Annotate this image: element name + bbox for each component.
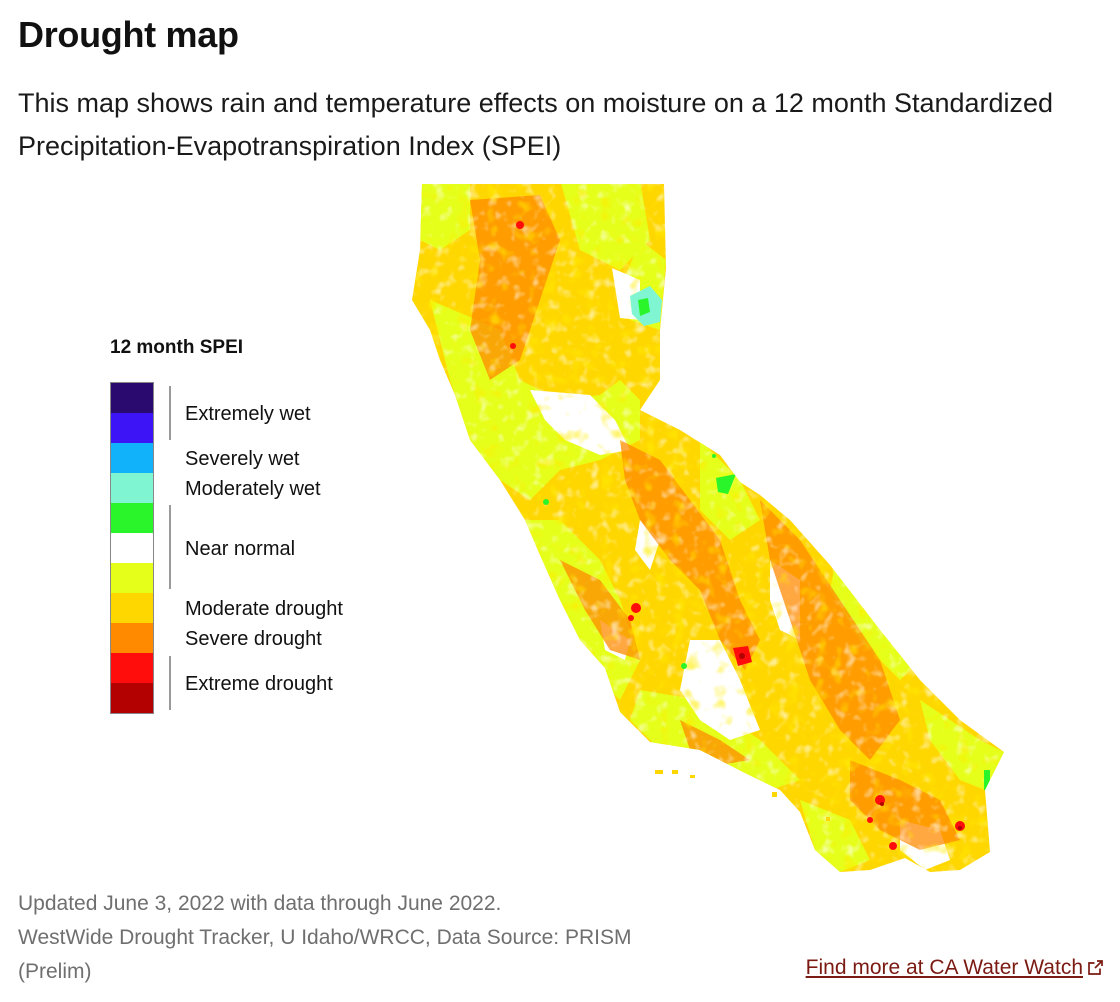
data-source-text: WestWide Drought Tracker, U Idaho/WRCC, … — [18, 926, 632, 983]
legend-label-severely-wet: Severely wet — [185, 448, 300, 470]
legend-bracket-extremely-wet — [169, 386, 171, 440]
swatch-near-normal-dry — [111, 563, 153, 593]
channel-islands — [655, 770, 830, 821]
page-title: Drought map — [18, 14, 239, 55]
external-link-icon — [1087, 958, 1104, 982]
map-description: This map shows rain and temperature effe… — [18, 88, 1054, 161]
updated-text: Updated June 3, 2022 with data through J… — [18, 892, 502, 915]
swatch-moderately-wet — [111, 473, 153, 503]
region-wet-green — [638, 298, 650, 316]
region-extreme-drought — [510, 221, 965, 850]
region-exceptional-drought — [739, 653, 962, 830]
legend-label-extremely-wet: Extremely wet — [185, 403, 311, 425]
swatch-severely-wet — [111, 443, 153, 473]
legend-title: 12 month SPEI — [110, 337, 244, 358]
legend-bracket-near-normal — [169, 505, 171, 589]
map-fill — [412, 184, 1004, 872]
legend-label-moderate-drought: Moderate drought — [185, 598, 343, 620]
legend-swatches — [110, 382, 154, 714]
california-drought-map — [412, 184, 1004, 872]
ca-water-watch-link[interactable]: Find more at CA Water Watch — [806, 956, 1104, 982]
legend-label-near-normal: Near normal — [185, 538, 296, 560]
swatch-extremely-wet-1 — [111, 383, 153, 413]
link-label: Find more at CA Water Watch — [805, 956, 1083, 979]
swatch-extreme-drought-2 — [111, 683, 153, 713]
swatch-near-normal-wet — [111, 503, 153, 533]
region-moderately-wet — [543, 454, 990, 790]
legend-label-extreme-drought: Extreme drought — [185, 673, 333, 695]
swatch-extreme-drought-1 — [111, 653, 153, 683]
legend-label-moderately-wet: Moderately wet — [185, 478, 321, 500]
map-footer: Updated June 3, 2022 with data through J… — [18, 887, 658, 989]
legend-label-severe-drought: Severe drought — [185, 628, 322, 650]
map-texture-yellow — [412, 184, 1004, 872]
swatch-extremely-wet-2 — [111, 413, 153, 443]
swatch-near-normal — [111, 533, 153, 563]
swatch-severe-drought — [111, 623, 153, 653]
swatch-moderate-drought — [111, 593, 153, 623]
legend-bracket-extreme-drought — [169, 656, 171, 710]
